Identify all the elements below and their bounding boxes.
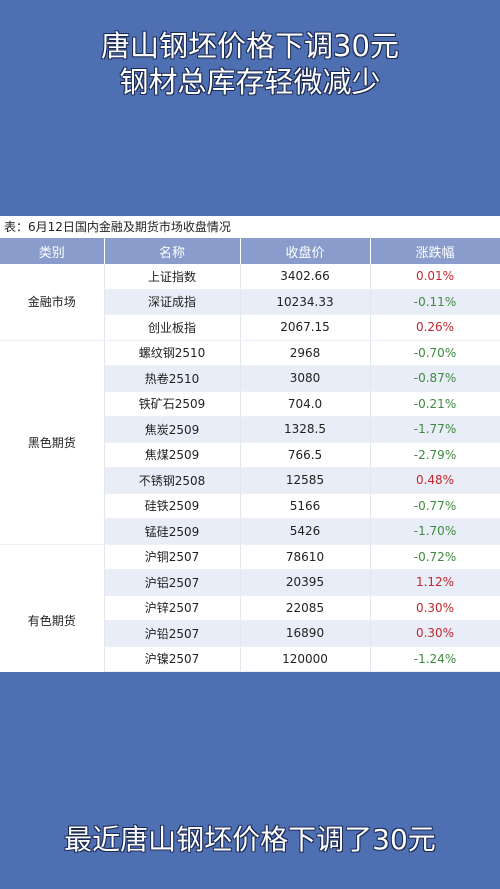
table-row: 焦炭2509 1328.5 -1.77% xyxy=(0,416,500,443)
table-row: 焦煤2509 766.5 -2.79% xyxy=(0,442,500,468)
header-price: 收盘价 xyxy=(240,238,371,264)
table-row: 深证成指 10234.33 -0.11% xyxy=(0,289,500,315)
price-cell: 5166 xyxy=(240,493,371,519)
table-row: 热卷2510 3080 -0.87% xyxy=(0,365,500,392)
change-cell: -0.21% xyxy=(370,391,500,417)
table-header-row: 类别 名称 收盘价 涨跌幅 xyxy=(0,238,500,264)
table-row: 金融市场 上证指数 3402.66 0.01% xyxy=(0,264,500,341)
price-cell: 78610 xyxy=(240,544,371,570)
price-cell: 766.5 xyxy=(240,442,371,468)
price-cell: 3080 xyxy=(240,365,371,392)
change-cell: 0.30% xyxy=(370,620,500,647)
name-cell: 创业板指 xyxy=(104,314,241,341)
change-cell: 0.02% xyxy=(370,671,500,672)
change-cell: -1.70% xyxy=(370,518,500,545)
table-row: 铁矿石2509 704.0 -0.21% xyxy=(0,391,500,417)
header-category: 类别 xyxy=(0,238,105,264)
headline: 唐山钢坯价格下调30元 钢材总库存轻微减少 xyxy=(0,28,500,100)
table-row: 沪铅2507 16890 0.30% xyxy=(0,620,500,647)
price-cell: 10234.33 xyxy=(240,289,371,315)
name-cell: 沪锡2507 xyxy=(104,671,241,672)
name-cell: 锰硅2509 xyxy=(104,518,241,545)
price-cell: 3402.66 xyxy=(240,264,371,290)
table-row: 沪锌2507 22085 0.30% xyxy=(0,595,500,621)
price-cell: 2968 xyxy=(240,340,371,366)
name-cell: 铁矿石2509 xyxy=(104,391,241,417)
name-cell: 沪铜2507 xyxy=(104,544,241,570)
change-cell: 0.48% xyxy=(370,467,500,494)
table-row: 沪铝2507 20395 1.12% xyxy=(0,569,500,596)
name-cell: 硅铁2509 xyxy=(104,493,241,519)
table-row: 锰硅2509 5426 -1.70% xyxy=(0,518,500,545)
price-cell: 20395 xyxy=(240,569,371,596)
market-table: 类别 名称 收盘价 涨跌幅 金融市场 上证指数 3402.66 0.01% 深证成指 10… xyxy=(0,238,500,672)
table-body: 金融市场 上证指数 3402.66 0.01% 深证成指 10234.33 -0.11% 创业… xyxy=(0,264,500,672)
change-cell: 0.01% xyxy=(370,264,500,290)
table-row: 不锈钢2508 12585 0.48% xyxy=(0,467,500,494)
change-cell: -0.70% xyxy=(370,340,500,366)
name-cell: 不锈钢2508 xyxy=(104,467,241,494)
name-cell: 沪铝2507 xyxy=(104,569,241,596)
table-row: 创业板指 2067.15 0.26% xyxy=(0,314,500,341)
price-cell: 2067.15 xyxy=(240,314,371,341)
name-cell: 沪锌2507 xyxy=(104,595,241,621)
change-cell: -0.11% xyxy=(370,289,500,315)
table-row: 有色期货 沪铜2507 78610 -0.72% xyxy=(0,544,500,672)
table-row: 沪镍2507 120000 -1.24% xyxy=(0,646,500,672)
table-row: 硅铁2509 5166 -0.77% xyxy=(0,493,500,519)
change-cell: 0.30% xyxy=(370,595,500,621)
name-cell: 焦煤2509 xyxy=(104,442,241,468)
price-cell: 5426 xyxy=(240,518,371,545)
category-cell: 有色期货 xyxy=(0,544,105,672)
header-name: 名称 xyxy=(104,238,241,264)
price-cell: 265150 xyxy=(240,671,371,672)
change-cell: -0.72% xyxy=(370,544,500,570)
name-cell: 上证指数 xyxy=(104,264,241,290)
price-cell: 1328.5 xyxy=(240,416,371,443)
name-cell: 沪镍2507 xyxy=(104,646,241,672)
name-cell: 深证成指 xyxy=(104,289,241,315)
change-cell: -2.79% xyxy=(370,442,500,468)
change-cell: 1.12% xyxy=(370,569,500,596)
category-cell: 黑色期货 xyxy=(0,340,105,545)
price-cell: 704.0 xyxy=(240,391,371,417)
name-cell: 沪铅2507 xyxy=(104,620,241,647)
price-cell: 22085 xyxy=(240,595,371,621)
category-cell: 金融市场 xyxy=(0,264,105,341)
table-row: 黑色期货 螺纹钢2510 2968 -0.70% xyxy=(0,340,500,545)
price-cell: 120000 xyxy=(240,646,371,672)
headline-line-1: 唐山钢坯价格下调30元 xyxy=(101,29,399,63)
change-cell: -0.87% xyxy=(370,365,500,392)
headline-line-2: 钢材总库存轻微减少 xyxy=(119,65,381,99)
name-cell: 焦炭2509 xyxy=(104,416,241,443)
change-cell: 0.26% xyxy=(370,314,500,341)
video-subtitle: 最近唐山钢坯价格下调了30元 xyxy=(64,823,436,856)
name-cell: 热卷2510 xyxy=(104,365,241,392)
market-table-panel: 表：6月12日国内金融及期货市场收盘情况 类别 名称 收盘价 涨跌幅 金融市场上… xyxy=(0,216,500,672)
change-cell: -1.77% xyxy=(370,416,500,443)
name-cell: 螺纹钢2510 xyxy=(104,340,241,366)
header-change: 涨跌幅 xyxy=(370,238,500,264)
price-cell: 16890 xyxy=(240,620,371,647)
change-cell: -1.24% xyxy=(370,646,500,672)
price-cell: 12585 xyxy=(240,467,371,494)
table-caption: 表：6月12日国内金融及期货市场收盘情况 xyxy=(0,216,500,238)
change-cell: -0.77% xyxy=(370,493,500,519)
